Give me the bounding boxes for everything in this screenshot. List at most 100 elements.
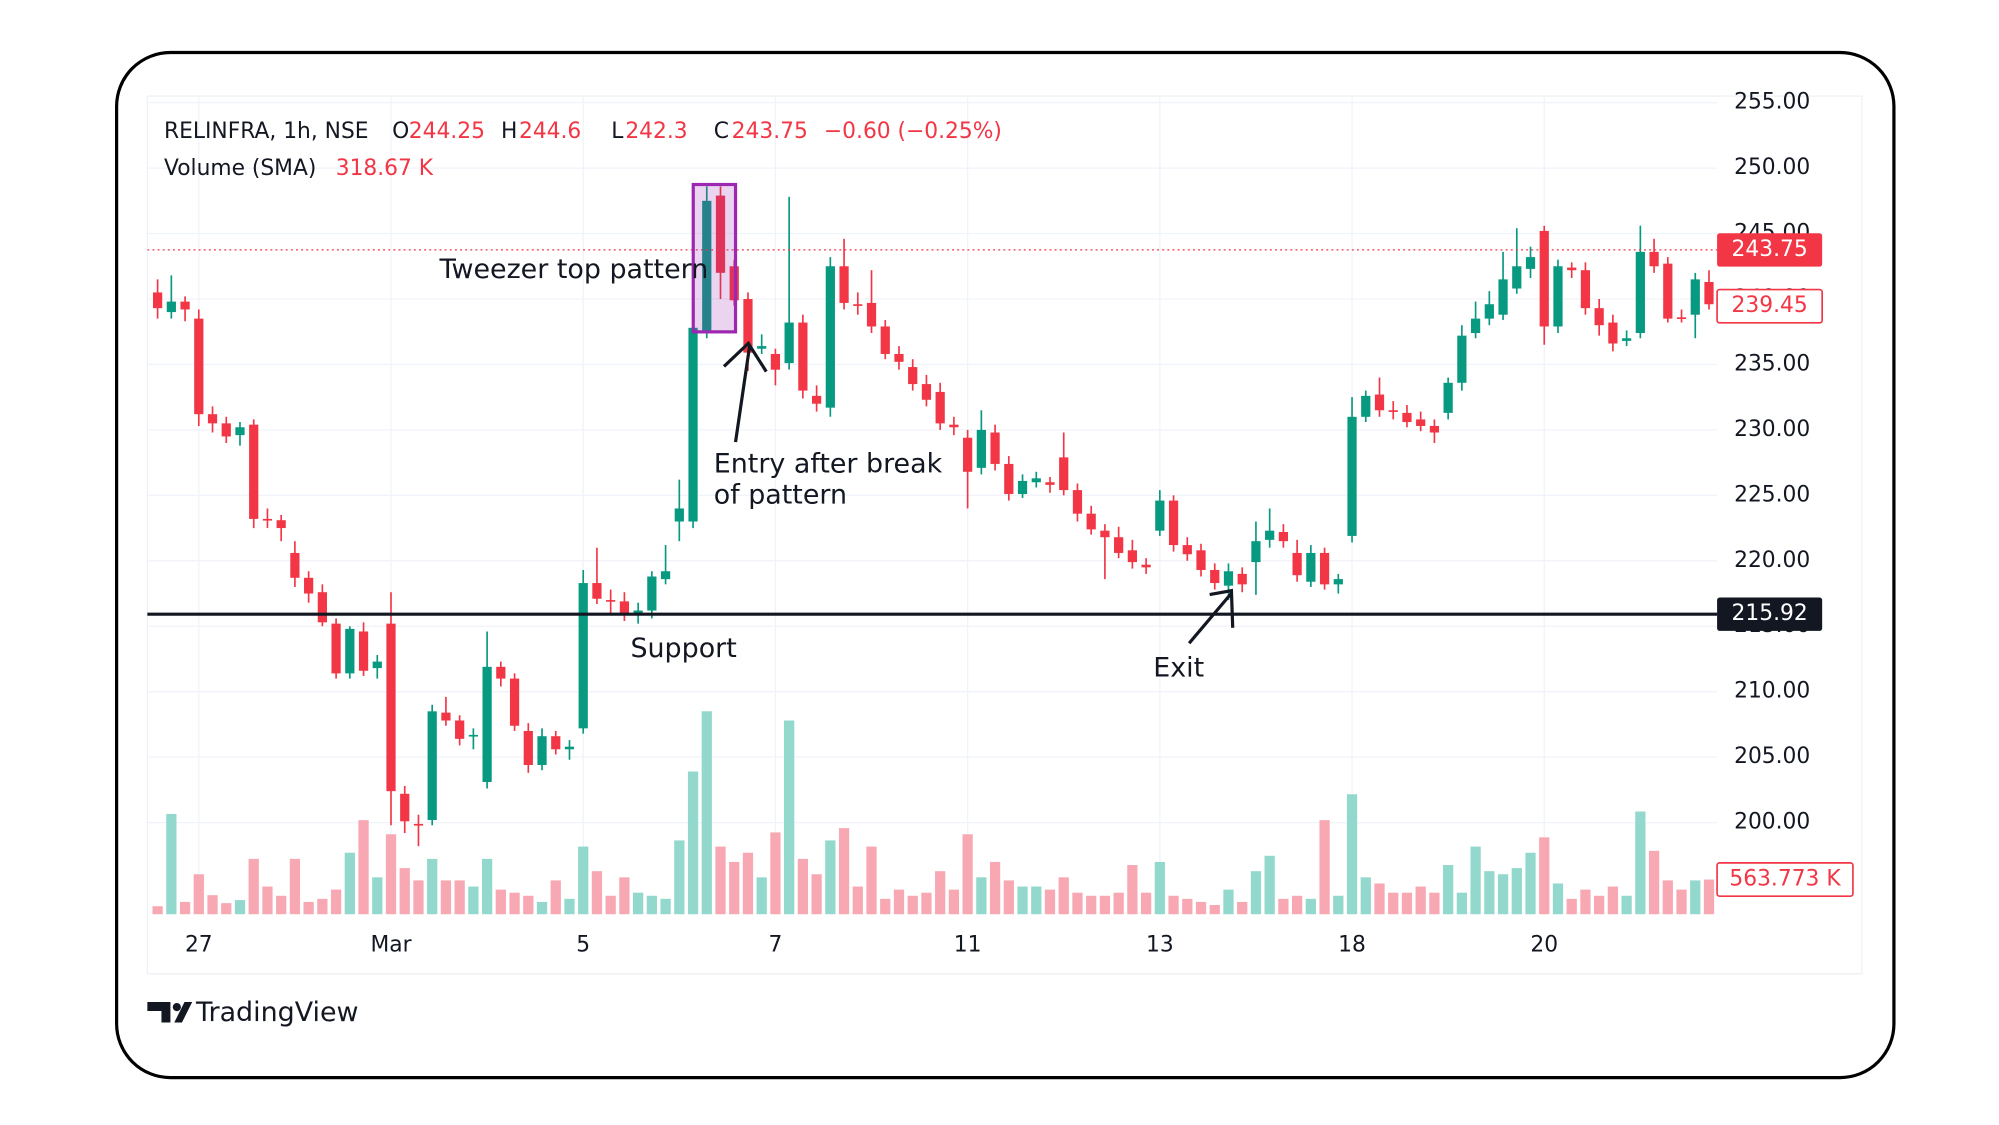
volume-bar xyxy=(358,820,369,915)
candle-body xyxy=(921,384,932,400)
volume-bar xyxy=(1209,904,1220,915)
candle-body xyxy=(1292,552,1302,576)
volume-bar xyxy=(1566,898,1577,915)
candle-body xyxy=(249,424,259,519)
candle-body xyxy=(1580,270,1591,309)
volume-bar xyxy=(276,895,287,915)
volume-bar xyxy=(1099,895,1111,915)
candle-body xyxy=(1457,335,1467,383)
volume-bar xyxy=(701,711,712,915)
candle-body xyxy=(1155,500,1165,531)
volume-bar xyxy=(1511,868,1522,915)
candle-body xyxy=(606,600,616,602)
volume-tag xyxy=(1716,862,1854,898)
volume-bar xyxy=(468,886,479,915)
volume-bar xyxy=(1539,837,1550,915)
candle-body xyxy=(372,661,382,669)
candle-body xyxy=(1059,457,1069,491)
ohlc-key: C xyxy=(714,119,729,144)
candle-body xyxy=(1512,266,1522,289)
candle-body xyxy=(1429,425,1440,433)
volume-bar xyxy=(962,834,973,915)
candle-body xyxy=(647,576,657,611)
candle-body xyxy=(1223,571,1234,586)
candle-body xyxy=(386,623,396,792)
volume-title: Volume (SMA) xyxy=(164,156,316,181)
volume-bar xyxy=(1525,852,1536,915)
annotation: Tweezer top pattern xyxy=(439,254,709,285)
ohlc-key: O xyxy=(392,119,409,144)
logo-dot xyxy=(172,1003,181,1012)
candle-body xyxy=(715,195,726,273)
volume-bar xyxy=(495,889,506,915)
candle-body xyxy=(153,292,163,309)
candle-body xyxy=(1361,395,1371,417)
y-tick-label: 205.00 xyxy=(1734,744,1810,769)
volume-bar xyxy=(646,895,657,915)
candle-body xyxy=(1622,338,1632,341)
volume-bar xyxy=(893,889,905,915)
volume-bar xyxy=(1278,898,1289,915)
volume-bar xyxy=(481,858,493,915)
volume-bar xyxy=(1086,895,1097,915)
volume-bar xyxy=(193,874,204,915)
candle-body xyxy=(166,301,176,313)
candle-body xyxy=(990,432,1000,464)
x-tick-label: 18 xyxy=(1338,933,1366,958)
frame xyxy=(115,50,1896,1080)
volume-bar xyxy=(1305,898,1316,915)
volume-bar xyxy=(605,895,616,915)
candle-body xyxy=(811,395,822,404)
candle-body xyxy=(1004,463,1014,495)
volume-sma: 318.67 K xyxy=(336,156,434,181)
volume-bar xyxy=(221,903,232,915)
candle-body xyxy=(1210,569,1220,584)
y-tick-label: 230.00 xyxy=(1734,417,1810,442)
candle-body xyxy=(537,736,547,765)
candle-body xyxy=(1484,304,1494,319)
candle-body xyxy=(194,318,204,415)
candle-body xyxy=(235,427,245,436)
candle-body xyxy=(1017,480,1028,495)
volume-bar xyxy=(440,880,452,915)
candle-body xyxy=(949,424,959,428)
volume-bar xyxy=(454,880,465,915)
annotation: of pattern xyxy=(714,479,847,510)
candle-body xyxy=(1608,322,1618,344)
volume-bar xyxy=(1003,880,1014,915)
y-tick-label: 235.00 xyxy=(1734,351,1810,376)
volume-bar xyxy=(1250,871,1262,915)
candle-body xyxy=(1347,416,1357,536)
volume-bar xyxy=(907,895,918,915)
volume-bar xyxy=(674,840,685,915)
entry-arrow xyxy=(722,340,768,443)
candle-body xyxy=(1100,530,1110,538)
volume-bar xyxy=(1456,892,1467,915)
candle-body xyxy=(1168,500,1179,546)
candle-body xyxy=(866,302,877,327)
candle-body xyxy=(1594,308,1604,326)
annotation: Exit xyxy=(1153,652,1204,683)
change: −0.60 (−0.25%) xyxy=(824,119,1002,144)
candle-body xyxy=(358,631,369,671)
volume-bar xyxy=(852,886,863,915)
volume-bar xyxy=(1635,811,1646,915)
candle-body xyxy=(1567,267,1577,271)
volume-bar xyxy=(1401,892,1413,915)
volume-bar xyxy=(591,871,603,915)
x-tick-label: 27 xyxy=(185,933,213,958)
candle-body xyxy=(798,322,808,391)
candle-body xyxy=(674,508,684,522)
price-tag-label: 243.75 xyxy=(1732,237,1808,262)
candle-body xyxy=(770,353,781,370)
annotation: Entry after break xyxy=(714,449,943,480)
candle-body xyxy=(1306,552,1316,582)
volume-bar xyxy=(1388,892,1399,915)
plot-area xyxy=(147,186,1718,915)
candle-body xyxy=(1319,552,1330,585)
volume-bar xyxy=(1443,865,1454,915)
volume-bar xyxy=(1690,880,1701,915)
candle-body xyxy=(1690,279,1700,315)
volume-bar xyxy=(989,861,1001,915)
